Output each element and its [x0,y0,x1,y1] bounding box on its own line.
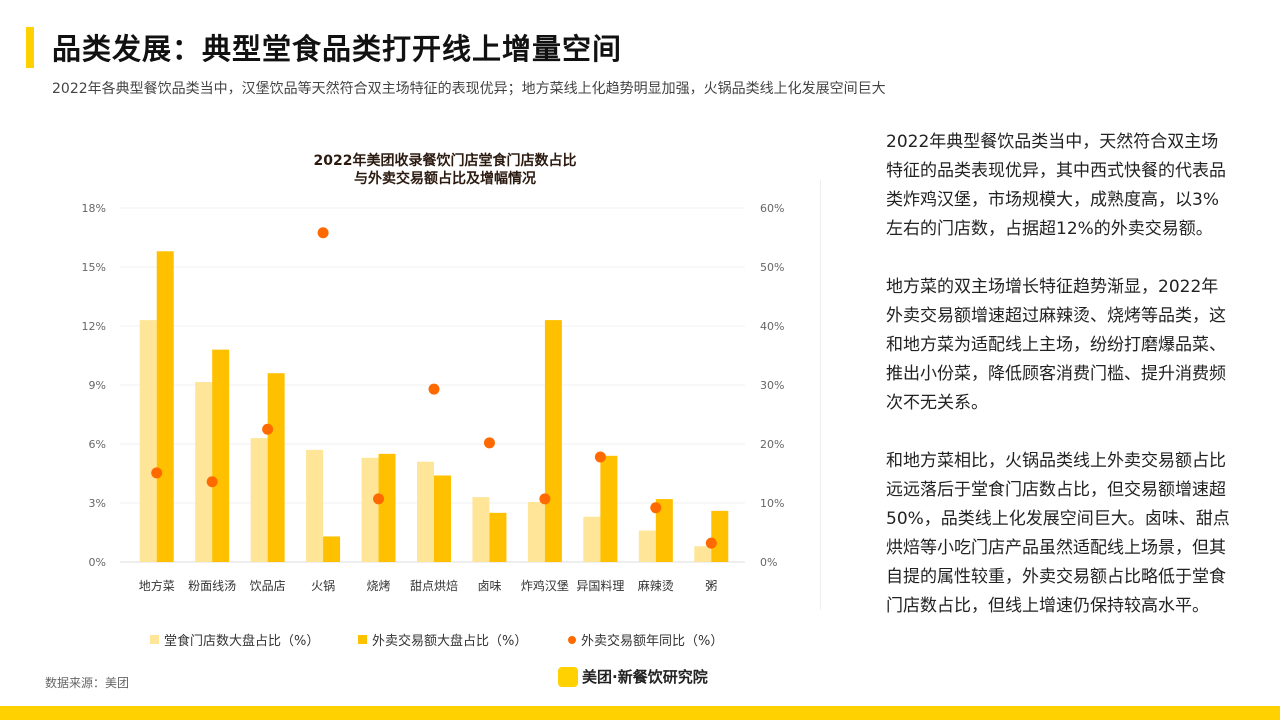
bar-delivery [544,320,562,562]
y2-tick-label: 40% [760,320,784,333]
legend-swatch-growth [568,635,576,644]
x-tick-label: 炸鸡汉堡 [521,578,569,593]
x-tick-label: 饮品店 [250,579,286,593]
y-tick-label: 12% [82,320,106,333]
y-tick-label: 15% [82,261,106,274]
legend-item-dine-in: 堂食门店数大盘占比（%） [150,630,319,649]
bar-delivery [156,251,174,562]
y2-tick-label: 60% [760,202,784,215]
bar-delivery [711,510,729,562]
legend-item-delivery: 外卖交易额大盘占比（%） [358,630,527,649]
title-accent-bar [26,27,34,68]
bar-delivery [378,453,396,562]
bar-dine-in [361,457,379,562]
bar-delivery [489,512,507,562]
bar-delivery [323,536,341,562]
chart-title-line1: 2022年美团收录餐饮门店堂食门店数占比 [313,153,577,169]
logo-text: 美团·新餐饮研究院 [582,668,708,686]
point-growth [206,476,218,488]
y-tick-label: 6% [89,438,106,451]
point-growth [594,451,606,463]
y2-tick-label: 20% [760,438,784,451]
page-title: 品类发展：典型堂食品类打开线上增量空间 [52,32,623,66]
x-tick-label: 卤味 [477,579,501,593]
y-tick-label: 9% [89,379,106,392]
point-growth [373,493,385,505]
x-tick-label: 粥 [705,579,717,593]
bar-dine-in [250,438,268,562]
bar-dine-in [527,502,545,562]
y2-tick-label: 50% [760,261,784,274]
page-subtitle: 2022年各典型餐饮品类当中，汉堡饮品等天然符合双主场特征的表现优异；地方菜线上… [52,81,886,97]
y-tick-label: 3% [89,497,106,510]
meituan-logo-icon [558,666,578,687]
y-tick-label: 18% [82,202,106,215]
x-tick-label: 甜点烘焙 [410,578,458,593]
bar-dine-in [139,320,157,562]
bar-dine-in [694,546,712,562]
point-growth [483,437,495,449]
legend-label: 外卖交易额大盘占比（%） [372,634,528,649]
bar-delivery [212,349,230,562]
bottom-band [0,706,1280,720]
legend-swatch-dine-in [150,635,159,644]
y-tick-label: 0% [89,556,106,569]
point-growth [317,227,329,239]
point-growth [705,537,717,549]
divider [820,180,821,610]
legend-swatch-delivery [358,635,367,644]
bar-delivery [434,475,451,562]
meituan-logo: 美团·新餐饮研究院 [558,666,708,687]
x-tick-label: 粉面线汤 [188,579,236,593]
legend-label: 外卖交易额年同比（%） [581,634,724,649]
chart-title-line2: 与外卖交易额占比及增幅情况 [354,171,536,187]
side-commentary: 2022年典型餐饮品类当中，天然符合双主场特征的品类表现优异，其中西式快餐的代表… [886,128,1231,650]
paragraph: 和地方菜相比，火锅品类线上外卖交易额占比远远落后于堂食门店数占比，但交易额增速超… [886,451,1230,616]
bar-delivery [655,499,673,562]
bar-dine-in [638,530,656,562]
point-growth [151,467,163,479]
x-tick-label: 麻辣烫 [638,578,674,593]
y2-tick-label: 0% [760,556,777,569]
legend-label: 堂食门店数大盘占比（%） [164,634,320,649]
x-tick-label: 烧烤 [367,578,391,593]
chart-title: 2022年美团收录餐饮门店堂食门店数占比 与外卖交易额占比及增幅情况 [200,152,690,188]
x-tick-label: 异国料理 [576,579,624,593]
legend-item-growth: 外卖交易额年同比（%） [568,630,723,649]
point-growth [428,383,440,395]
bar-dine-in [417,461,434,562]
bar-dine-in [195,382,213,562]
bar-dine-in [306,449,324,562]
bar-delivery [267,373,285,562]
bar-delivery [600,455,618,562]
point-growth [262,423,274,435]
bar-chart: 0% 3% 6% 9% 12% 15% 18% 0% 10% 20% 30% 40% 50% 60% 地方菜… [82,202,785,593]
y2-tick-label: 30% [760,379,784,392]
bar-dine-in [472,497,490,562]
y2-tick-label: 10% [760,497,784,510]
point-growth [539,493,551,505]
paragraph: 地方菜的双主场增长特征趋势渐显，2022年外卖交易额增速超过麻辣烫、烧烤等品类，… [886,277,1226,413]
bar-dine-in [583,516,601,562]
point-growth [650,502,662,514]
x-tick-label: 火锅 [311,578,335,593]
x-tick-label: 地方菜 [139,578,175,593]
data-source: 数据来源：美团 [45,676,130,690]
paragraph: 2022年典型餐饮品类当中，天然符合双主场特征的品类表现优异，其中西式快餐的代表… [886,132,1226,239]
